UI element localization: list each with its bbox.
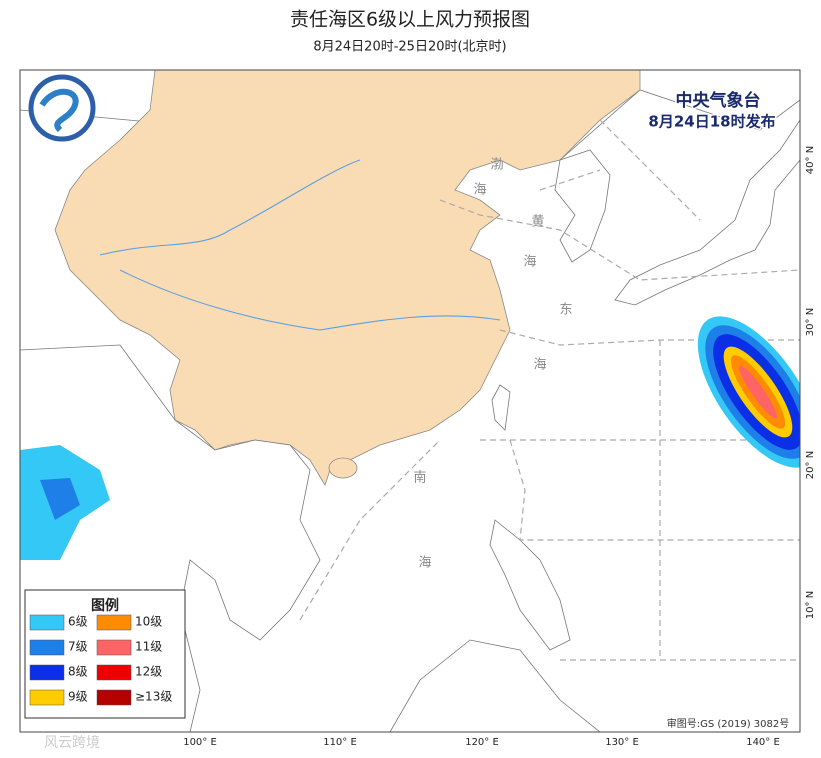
hainan [328, 457, 358, 479]
legend: 图例 6级 7级 8级 9级 10级 11级 12级 ≥13级 [24, 589, 186, 719]
legend-swatch [96, 639, 132, 656]
subtitle: 8月24日20时-25日20时(北京时) [313, 40, 506, 55]
latitude-label: 10° N [805, 591, 816, 619]
legend-label: ≥13级 [135, 690, 172, 704]
title: 责任海区6级以上风力预报图 [290, 9, 530, 31]
legend-label: 7级 [68, 640, 88, 654]
sea-label: 海 [533, 358, 546, 373]
sea-label: 海 [418, 556, 431, 571]
watermark: 风云跨境 [44, 735, 100, 751]
sea-boundary [299, 119, 800, 661]
legend-swatch [29, 639, 65, 656]
longitude-label: 140° E [746, 737, 780, 748]
legend-swatch [96, 614, 132, 631]
sea-label: 海 [523, 255, 536, 270]
sea-label: 海 [473, 183, 486, 198]
legend-label: 9级 [68, 690, 88, 704]
latitude-label: 20° N [805, 451, 816, 479]
approval: 审图号:GS (2019) 3082号 [667, 717, 790, 730]
agency: 中央气象台 [676, 90, 761, 111]
legend-label: 11级 [135, 640, 162, 654]
longitude-label: 120° E [465, 737, 499, 748]
legend-swatch [96, 664, 132, 681]
map-frame [19, 69, 801, 733]
philippines [489, 519, 571, 651]
longitude-label: 110° E [323, 737, 357, 748]
wind-level [40, 478, 80, 520]
legend-label: 6级 [68, 615, 88, 629]
logo [28, 74, 96, 142]
wind-area [20, 316, 800, 560]
longitude-label: 100° E [183, 737, 217, 748]
sea-label: 黄 [531, 215, 544, 230]
borneo [389, 639, 601, 732]
korea [554, 149, 611, 263]
sea-label: 渤 [490, 157, 503, 173]
sea-label: 南 [413, 470, 426, 486]
legend-label: 8级 [68, 665, 88, 679]
legend-swatch [29, 614, 65, 631]
japan [614, 119, 800, 306]
latitude-label: 40° N [805, 146, 816, 174]
taiwan [491, 384, 511, 431]
legend-title: 图例 [91, 597, 119, 614]
issue-time: 8月24日18时发布 [648, 113, 775, 131]
legend-swatch [29, 689, 65, 706]
latitude-label: 30° N [805, 308, 816, 336]
river [99, 159, 501, 331]
legend-label: 12级 [135, 665, 162, 679]
legend-swatch [96, 689, 132, 706]
legend-label: 10级 [135, 615, 162, 629]
longitude-label: 130° E [605, 737, 639, 748]
wind-level [738, 365, 778, 419]
sea-label: 东 [559, 303, 572, 318]
legend-swatch [29, 664, 65, 681]
